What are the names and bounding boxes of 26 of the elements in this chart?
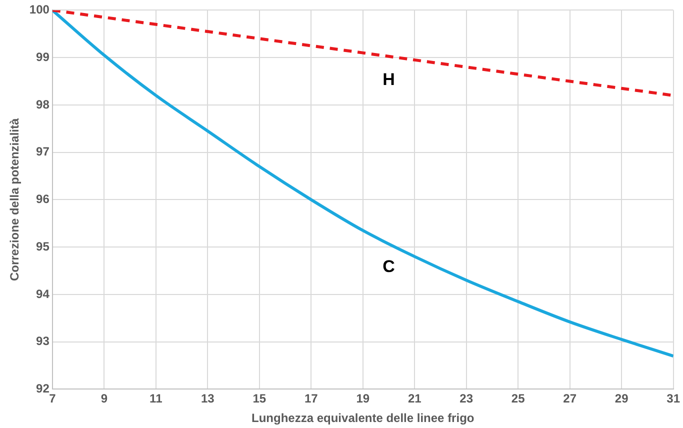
x-tick-label: 7	[49, 392, 56, 406]
y-tick-label: 93	[36, 334, 50, 348]
x-tick-label: 21	[408, 392, 422, 406]
x-tick-label: 19	[356, 392, 370, 406]
x-tick-label: 29	[614, 392, 629, 406]
y-tick-label: 98	[36, 97, 50, 112]
y-axis-title: Correzione della potenzialità	[8, 118, 22, 282]
x-tick-label: 27	[563, 392, 577, 406]
y-tick-label: 99	[36, 50, 50, 64]
x-tick-label: 31	[666, 392, 680, 406]
x-tick-label: 15	[252, 392, 266, 406]
y-tick-label: 97	[36, 144, 50, 159]
y-tick-label: 100	[29, 2, 50, 17]
x-tick-label: 17	[304, 392, 318, 406]
y-tick-label: 96	[36, 192, 50, 206]
x-tick-label: 25	[511, 392, 526, 406]
series-label: H	[382, 70, 395, 90]
y-tick-label: 92	[36, 382, 50, 396]
y-tick-label: 95	[36, 239, 50, 254]
series-label: C	[382, 257, 395, 276]
x-tick-label: 11	[150, 392, 163, 406]
y-tick-label: 94	[36, 286, 50, 301]
x-axis-title: Lunghezza equivalente delle linee frigo	[252, 411, 474, 426]
x-tick-label: 13	[200, 392, 215, 406]
x-tick-label: 9	[100, 392, 108, 406]
x-tick-label: 23	[460, 392, 474, 406]
